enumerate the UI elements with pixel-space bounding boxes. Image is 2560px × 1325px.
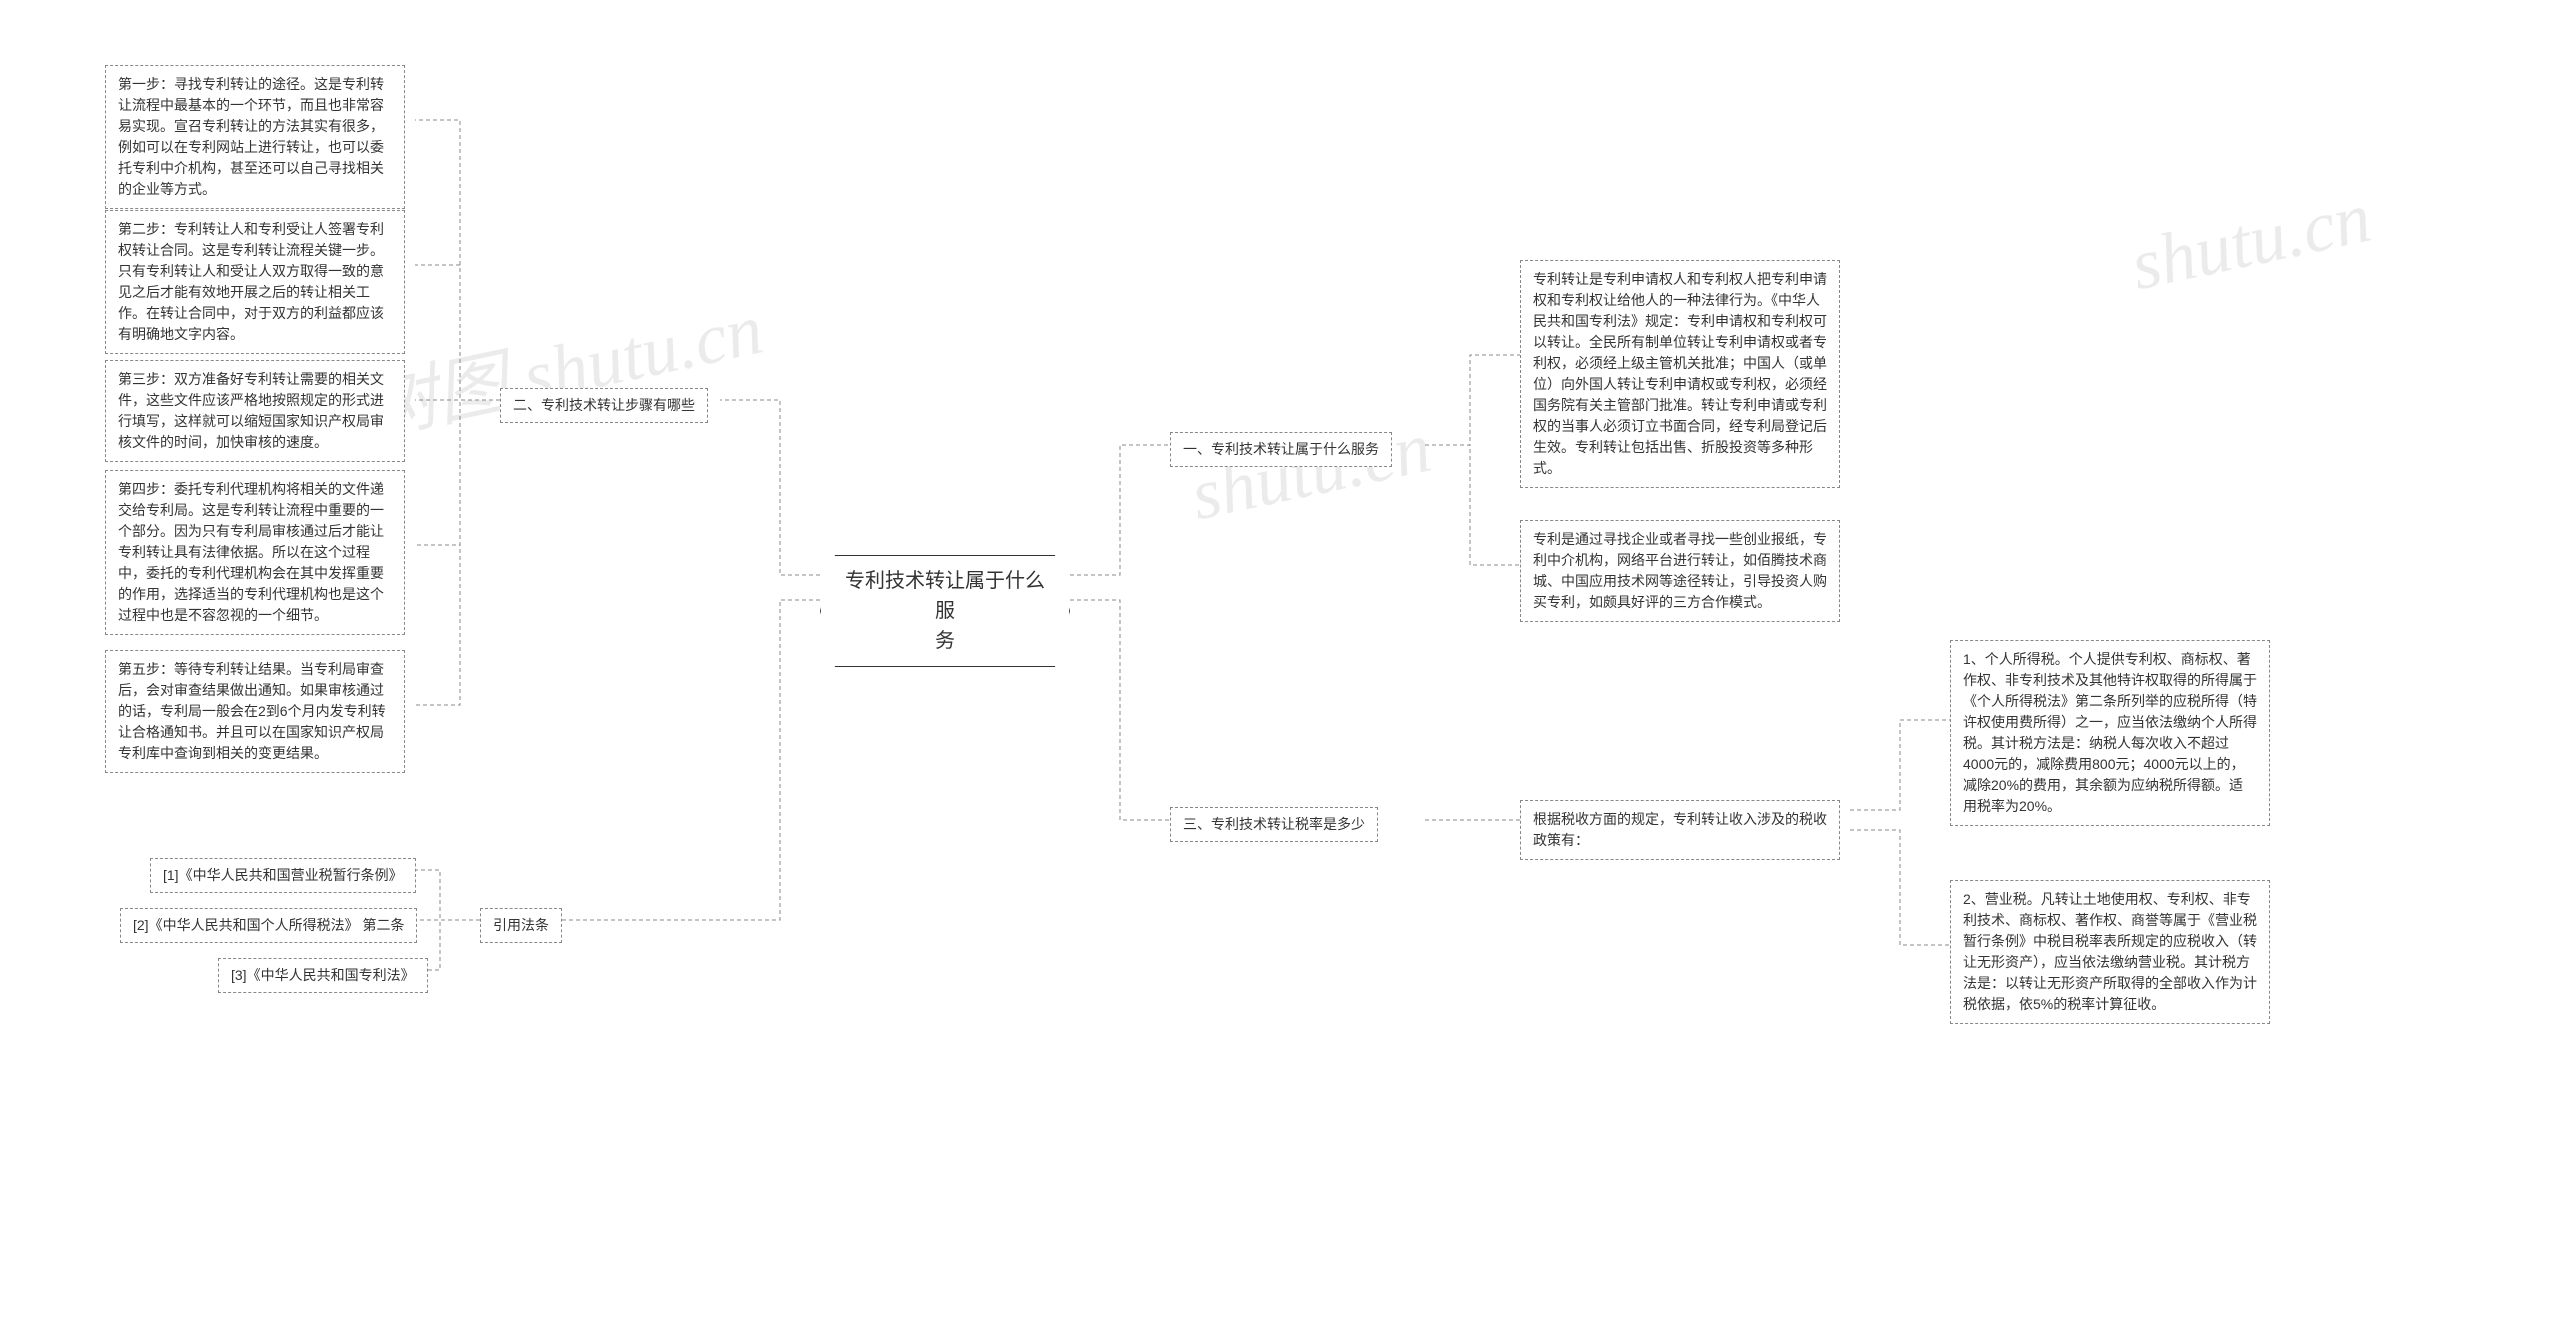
watermark: shutu.cn xyxy=(2124,176,2378,307)
branch-left-1: 二、专利技术转让步骤有哪些 xyxy=(500,388,708,423)
leaf-l2-cite2: [2]《中华人民共和国个人所得税法》 第二条 xyxy=(120,908,417,943)
leaf-l1-step4: 第四步：委托专利代理机构将相关的文件递交给专利局。这是专利转让流程中重要的一个部… xyxy=(105,470,405,635)
watermark: 树图 shutu.cn xyxy=(353,269,770,456)
leaf-l2-cite1: [1]《中华人民共和国营业税暂行条例》 xyxy=(150,858,416,893)
leaf-r2-1-sub2: 2、营业税。凡转让土地使用权、专利权、非专利技术、商标权、著作权、商誉等属于《营… xyxy=(1950,880,2270,1024)
watermark: shutu.cn xyxy=(1184,406,1438,537)
leaf-l1-step3: 第三步：双方准备好专利转让需要的相关文件，这些文件应该严格地按照规定的形式进行填… xyxy=(105,360,405,462)
branch-left-2: 引用法条 xyxy=(480,908,562,943)
leaf-l2-cite3: [3]《中华人民共和国专利法》 xyxy=(218,958,428,993)
center-node: 专利技术转让属于什么服 务 xyxy=(820,555,1070,667)
leaf-r2-1: 根据税收方面的规定，专利转让收入涉及的税收政策有： xyxy=(1520,800,1840,860)
leaf-r2-1-sub1: 1、个人所得税。个人提供专利权、商标权、著作权、非专利技术及其他特许权取得的所得… xyxy=(1950,640,2270,826)
leaf-l1-step5: 第五步：等待专利转让结果。当专利局审查后，会对审查结果做出通知。如果审核通过的话… xyxy=(105,650,405,773)
leaf-r1-2: 专利是通过寻找企业或者寻找一些创业报纸，专利中介机构，网络平台进行转让，如佰腾技… xyxy=(1520,520,1840,622)
leaf-l1-step1: 第一步：寻找专利转让的途径。这是专利转让流程中最基本的一个环节，而且也非常容易实… xyxy=(105,65,405,209)
center-title-line2: 务 xyxy=(839,626,1051,656)
leaf-r1-1: 专利转让是专利申请权人和专利权人把专利申请权和专利权让给他人的一种法律行为。《中… xyxy=(1520,260,1840,488)
center-title-line1: 专利技术转让属于什么服 xyxy=(839,566,1051,626)
branch-right-2: 三、专利技术转让税率是多少 xyxy=(1170,807,1378,842)
branch-right-1: 一、专利技术转让属于什么服务 xyxy=(1170,432,1392,467)
leaf-l1-step2: 第二步：专利转让人和专利受让人签署专利权转让合同。这是专利转让流程关键一步。只有… xyxy=(105,210,405,354)
